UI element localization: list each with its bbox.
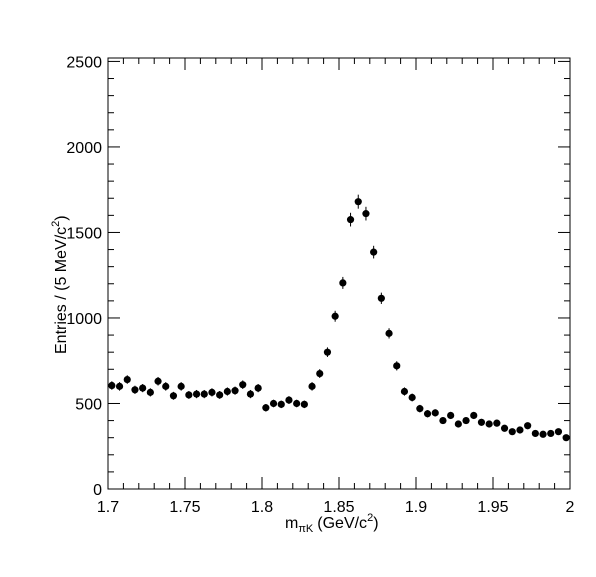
data-point xyxy=(416,405,424,413)
data-point xyxy=(177,382,185,390)
x-axis-label-unit: (GeV/c xyxy=(317,515,367,532)
data-point xyxy=(377,294,385,302)
data-point xyxy=(239,381,247,389)
data-point xyxy=(500,424,509,432)
data-point xyxy=(293,399,301,408)
data-point xyxy=(208,388,216,396)
data-point xyxy=(431,409,439,417)
x-tick-label: 2 xyxy=(566,499,575,516)
x-axis: 1.7 1.75 1.8 1.85 1.9 1.95 2 xyxy=(97,58,575,516)
data-point xyxy=(231,387,239,395)
y-axis-label: Entries / (5 MeV/c2) xyxy=(50,215,70,354)
x-tick-label: 1.85 xyxy=(323,499,354,516)
plot-frame xyxy=(107,57,571,490)
data-point xyxy=(408,393,416,402)
data-point xyxy=(447,411,455,420)
data-point xyxy=(539,430,547,438)
y-axis-label-superscript: 2 xyxy=(50,221,62,227)
y-axis-label-close: ) xyxy=(53,215,70,220)
data-point xyxy=(508,428,516,436)
data-point xyxy=(439,416,447,425)
data-point xyxy=(423,410,432,418)
data-point xyxy=(115,382,124,390)
x-axis-label-subscript: πK xyxy=(298,523,314,535)
data-point xyxy=(524,422,532,430)
y-tick-label: 2500 xyxy=(66,54,102,71)
data-point xyxy=(146,388,154,396)
data-point xyxy=(316,369,324,378)
y-tick-label: 0 xyxy=(93,482,102,499)
data-point xyxy=(470,411,478,420)
y-axis-label-main: Entries / (5 MeV/c xyxy=(53,227,70,354)
x-tick-label: 1.9 xyxy=(405,499,427,516)
data-point xyxy=(485,420,493,428)
data-point xyxy=(216,391,224,399)
data-point xyxy=(493,419,501,427)
data-point xyxy=(162,382,170,390)
data-point xyxy=(477,418,486,426)
data-point xyxy=(185,391,193,399)
data-point xyxy=(346,216,355,224)
data-point xyxy=(547,429,555,438)
x-tick-label: 1.8 xyxy=(251,499,273,516)
data-point xyxy=(362,210,370,218)
data-point xyxy=(393,362,401,370)
data-point xyxy=(400,387,409,396)
x-tick-label: 1.75 xyxy=(169,499,200,516)
x-tick-label: 1.95 xyxy=(477,499,508,516)
y-tick-label: 2000 xyxy=(66,140,102,157)
data-point xyxy=(169,392,178,400)
data-point xyxy=(269,399,278,408)
data-point xyxy=(123,375,131,384)
data-points xyxy=(108,194,570,442)
y-axis: 0 500 1000 1500 2000 2500 xyxy=(66,54,570,499)
data-point xyxy=(516,426,524,434)
data-point xyxy=(531,429,539,438)
data-point xyxy=(462,416,470,425)
data-point xyxy=(331,312,339,320)
data-point xyxy=(200,390,208,398)
data-point xyxy=(262,404,270,412)
data-point xyxy=(454,420,462,428)
x-axis-label-unit-superscript: 2 xyxy=(367,512,373,524)
data-point xyxy=(254,384,262,392)
data-point xyxy=(154,377,162,385)
data-point xyxy=(246,390,255,398)
data-point xyxy=(131,386,139,394)
y-tick-label: 1500 xyxy=(66,225,102,242)
data-point xyxy=(554,428,563,436)
y-tick-label: 1000 xyxy=(66,311,102,328)
data-point xyxy=(192,390,201,398)
data-point xyxy=(139,384,147,392)
x-axis-label-main: m xyxy=(285,515,298,532)
data-point xyxy=(277,400,285,408)
data-point xyxy=(385,329,393,337)
data-point xyxy=(108,381,116,390)
data-point xyxy=(562,434,570,442)
data-point xyxy=(370,248,378,256)
data-point xyxy=(354,198,362,206)
data-point xyxy=(223,387,231,396)
data-point xyxy=(285,396,293,404)
y-tick-label: 500 xyxy=(75,396,102,413)
data-point xyxy=(300,400,308,408)
data-point xyxy=(323,348,332,356)
x-tick-label: 1.7 xyxy=(97,499,119,516)
x-axis-label: mπK (GeV/c2) xyxy=(285,512,379,535)
data-point xyxy=(339,279,347,287)
data-point xyxy=(308,382,316,390)
x-axis-label-unit-close: ) xyxy=(373,515,378,532)
